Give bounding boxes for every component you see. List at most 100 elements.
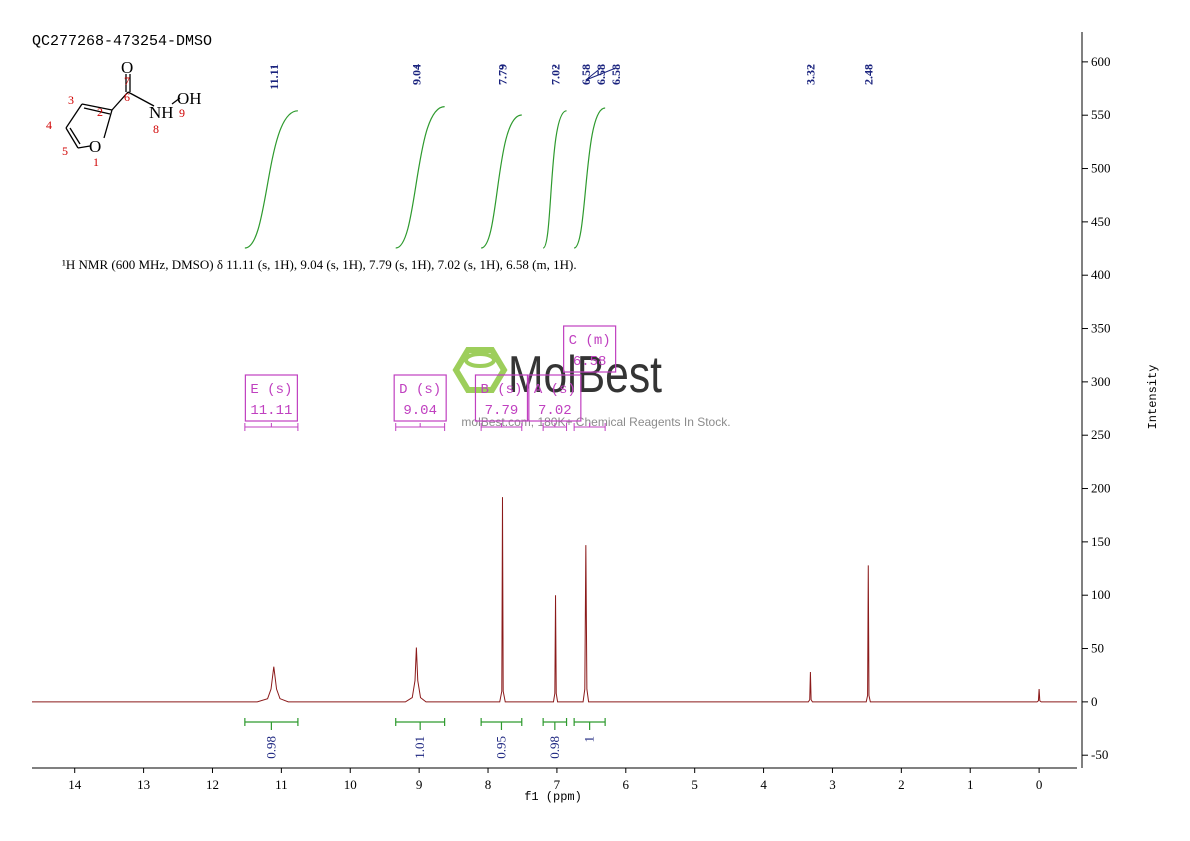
integral-bracket xyxy=(395,718,446,730)
bond xyxy=(81,103,113,111)
multiplet-box xyxy=(393,374,447,422)
peak-label: 9.04 xyxy=(409,64,423,85)
peak-label: 11.11 xyxy=(267,64,281,90)
y-tick-label: 200 xyxy=(1091,481,1111,496)
x-tick-label: 8 xyxy=(485,777,492,792)
y-tick-label: 500 xyxy=(1091,161,1111,176)
multiplet-box xyxy=(474,374,529,422)
atom: OH xyxy=(177,89,202,108)
integral-value: 0.98 xyxy=(263,736,278,759)
y-tick-label: 600 xyxy=(1091,54,1111,69)
structure xyxy=(65,74,181,149)
atom-number: 9 xyxy=(179,106,185,120)
bond xyxy=(111,91,129,111)
multiplet-name: D (s) xyxy=(399,382,441,398)
sample-id: QC277268-473254-DMSO xyxy=(32,33,212,50)
y-axis-label: Intensity xyxy=(1146,365,1160,430)
multiplet-shift: 9.04 xyxy=(403,403,437,419)
atom-number: 7 xyxy=(124,74,130,88)
integral-curve xyxy=(542,110,567,249)
multiplet-box xyxy=(244,374,298,422)
y-tick-label: 0 xyxy=(1091,694,1098,709)
bond xyxy=(103,109,113,139)
multiplet-bracket xyxy=(395,423,446,431)
y-tick-label: 150 xyxy=(1091,534,1111,549)
multiplet-bracket xyxy=(244,423,299,431)
atom-number: 2 xyxy=(97,105,103,119)
multiplet-bracket xyxy=(542,423,568,431)
y-tick-label: 50 xyxy=(1091,641,1104,656)
x-tick-label: 5 xyxy=(691,777,698,792)
multiplet-shift: 11.11 xyxy=(250,403,292,419)
peak-label: 6.58 xyxy=(609,64,623,85)
atom-numbers: 1 2 3 4 5 6 7 8 9 xyxy=(46,74,185,169)
atom: O xyxy=(89,137,101,156)
multiplet-box xyxy=(528,374,582,422)
bond xyxy=(77,145,91,149)
x-tick-label: 6 xyxy=(623,777,630,792)
y-tick-label: 100 xyxy=(1091,587,1111,602)
multiplet-name: C (m) xyxy=(569,333,611,349)
peak-leader xyxy=(585,67,602,81)
y-tick-label: 550 xyxy=(1091,107,1111,122)
nmr-description: ¹H NMR (600 MHz, DMSO) δ 11.11 (s, 1H), … xyxy=(62,257,577,272)
x-tick-label: 0 xyxy=(1036,777,1043,792)
integral-value: 1.01 xyxy=(412,736,427,759)
bond xyxy=(65,103,83,129)
bond xyxy=(65,127,79,149)
multiplet-bracket xyxy=(573,423,606,431)
peak-label: 7.02 xyxy=(549,64,563,85)
x-tick-label: 11 xyxy=(275,777,288,792)
peak-label: 3.32 xyxy=(803,64,817,85)
integral-curve xyxy=(395,106,445,249)
integral-curve xyxy=(573,107,606,249)
integral-bracket xyxy=(573,718,606,730)
x-tick-label: 1 xyxy=(967,777,974,792)
y-tick-label: 350 xyxy=(1091,321,1111,336)
multiplet-shift: 7.02 xyxy=(538,403,572,419)
x-tick-label: 2 xyxy=(898,777,905,792)
atom-number: 5 xyxy=(62,144,68,158)
multiplet-box xyxy=(563,325,617,373)
x-tick-label: 7 xyxy=(554,777,561,792)
x-tick-label: 4 xyxy=(760,777,767,792)
x-tick-label: 9 xyxy=(416,777,423,792)
integral-value: 0.95 xyxy=(493,736,508,759)
multiplet-bracket xyxy=(480,423,523,431)
peak-label: 6.58 xyxy=(579,64,593,85)
x-tick-label: 3 xyxy=(829,777,836,792)
multiplet-shift: 6.58 xyxy=(573,354,607,370)
y-tick-label: 300 xyxy=(1091,374,1111,389)
atom: O xyxy=(121,58,133,77)
x-axis-label: f1 (ppm) xyxy=(524,790,582,804)
atom-number: 1 xyxy=(93,155,99,169)
logo-ring xyxy=(464,352,496,368)
y-tick-label: 400 xyxy=(1091,267,1111,282)
multiplet-name: B (s) xyxy=(480,382,522,398)
atom-number: 6 xyxy=(124,90,130,104)
peak-label: 7.79 xyxy=(495,64,509,85)
x-tick-label: 14 xyxy=(68,777,82,792)
atoms: O O NH OH xyxy=(89,58,202,156)
multiplet-shift: 7.79 xyxy=(485,403,519,419)
atom-number: 4 xyxy=(46,118,52,132)
spectrum-line xyxy=(32,497,1077,703)
bond xyxy=(83,107,111,115)
integral-value: 1 xyxy=(582,736,597,743)
bond xyxy=(69,127,81,145)
multiplet-name: A (s) xyxy=(534,382,576,398)
y-tick-label: 250 xyxy=(1091,427,1111,442)
integral-curve xyxy=(244,110,298,249)
integral-bracket xyxy=(244,718,299,730)
logo-hexagon xyxy=(452,347,508,393)
y-tick-label: 450 xyxy=(1091,214,1111,229)
peak-leader xyxy=(585,67,617,81)
integral-curve xyxy=(480,114,522,249)
x-tick-label: 13 xyxy=(137,777,150,792)
bond xyxy=(127,91,155,107)
multiplet-name: E (s) xyxy=(250,382,292,398)
integral-bracket xyxy=(480,718,523,730)
integral-bracket xyxy=(542,718,568,730)
